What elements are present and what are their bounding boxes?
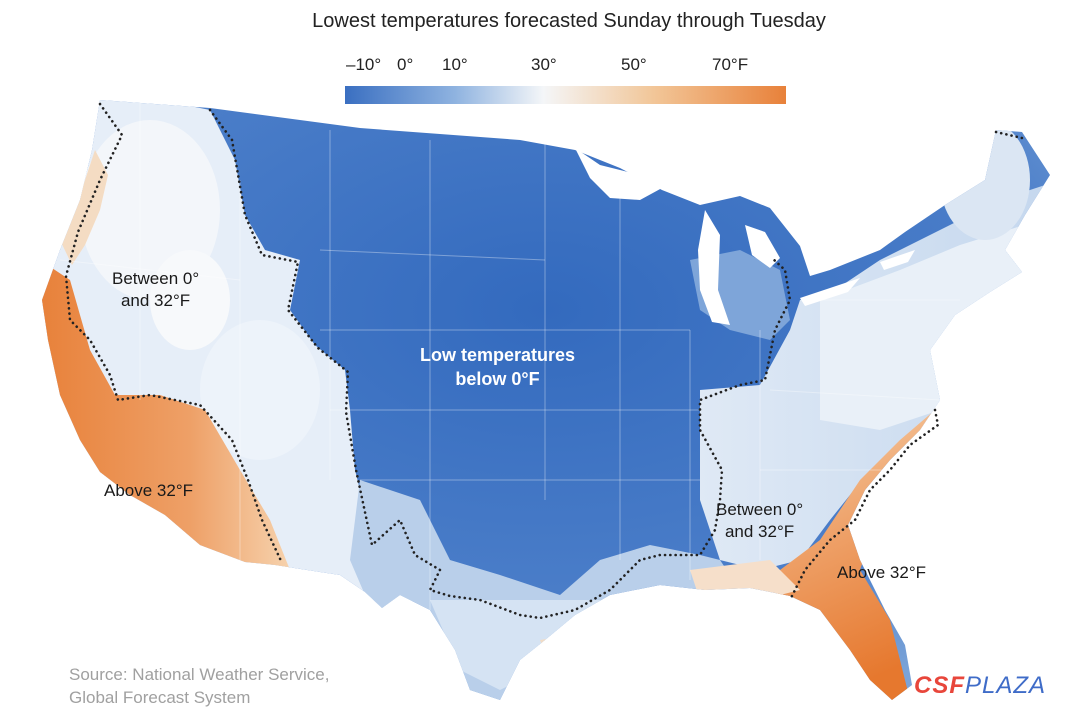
watermark-logo: CSFPLAZA [914, 672, 1046, 700]
lake-michigan [698, 210, 730, 325]
source-line1: Source: National Weather Service, [69, 665, 330, 684]
label-east-between-line2: and 32°F [724, 522, 795, 541]
legend-tick-10: 10° [442, 55, 468, 74]
lake-ontario [880, 250, 915, 270]
legend-color-bar [345, 86, 786, 104]
great-lakes [575, 148, 915, 325]
label-east-between-line1: Between 0° [716, 500, 804, 519]
watermark-part2: PLAZA [965, 672, 1047, 699]
watermark-part1: CSF [914, 672, 965, 699]
legend-tick-50: 50° [621, 55, 647, 74]
lake-erie [800, 278, 860, 306]
label-west-between-line2: and 32°F [120, 291, 191, 310]
label-west-above: Above 32°F [104, 481, 194, 500]
label-west-between-line1: Between 0° [112, 269, 200, 288]
northeast-line [994, 130, 1024, 140]
zero-degree-line [208, 108, 792, 620]
state-borders [59, 100, 960, 610]
legend-tick-70: 70°F [712, 55, 749, 74]
legend-tick-30: 30° [531, 55, 557, 74]
label-east-above: Above 32°F [837, 563, 927, 582]
label-east-between: Between 0° and 32°F [716, 499, 803, 543]
source-line2: Global Forecast System [69, 688, 251, 707]
label-low-temperatures: Low temperatures below 0°F [420, 343, 575, 391]
legend-tick-0: 0° [397, 55, 414, 74]
source-note: Source: National Weather Service, Global… [69, 663, 329, 709]
isotherm-lines [64, 102, 1024, 620]
label-low-line1: Low temperatures [420, 345, 576, 365]
label-low-line2: below 0°F [455, 369, 540, 389]
lake-superior [575, 148, 662, 200]
lake-huron [745, 225, 780, 268]
west-32-degree-line [64, 102, 284, 565]
label-west-between: Between 0° and 32°F [112, 268, 199, 312]
legend-tick-minus10: –10° [346, 55, 382, 74]
east-32-degree-line [788, 408, 940, 602]
map-title: Lowest temperatures forecasted Sunday th… [312, 10, 826, 32]
